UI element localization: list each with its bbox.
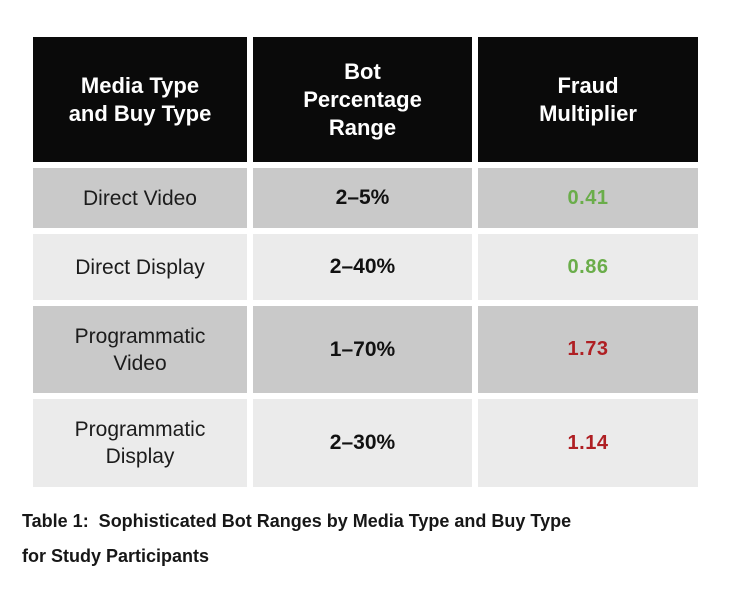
bot-range-cell: 1–70%	[253, 306, 472, 393]
col-header-fraud-multiplier: Fraud Multiplier	[478, 37, 698, 162]
table-caption: Table 1: Sophisticated Bot Ranges by Med…	[22, 511, 572, 566]
fraud-multiplier-value: 1.73	[478, 306, 698, 393]
media-buy-type-cell: Programmatic Video	[33, 306, 247, 393]
media-buy-type-cell: Programmatic Display	[33, 399, 247, 487]
fraud-multiplier-value: 0.86	[478, 234, 698, 300]
media-buy-type-cell: Direct Video	[33, 168, 247, 228]
fraud-multiplier-value: 1.14	[478, 399, 698, 487]
bot-range-cell: 2–40%	[253, 234, 472, 300]
bot-range-cell: 2–30%	[253, 399, 472, 487]
media-buy-type-cell: Direct Display	[33, 234, 247, 300]
col-header-bot-percentage-range: Bot Percentage Range	[253, 37, 472, 162]
fraud-multiplier-value: 0.41	[478, 168, 698, 228]
bot-range-cell: 2–5%	[253, 168, 472, 228]
col-header-media-buy-type: Media Type and Buy Type	[33, 37, 247, 162]
bot-ranges-table: Media Type and Buy Type Bot Percentage R…	[33, 37, 698, 487]
